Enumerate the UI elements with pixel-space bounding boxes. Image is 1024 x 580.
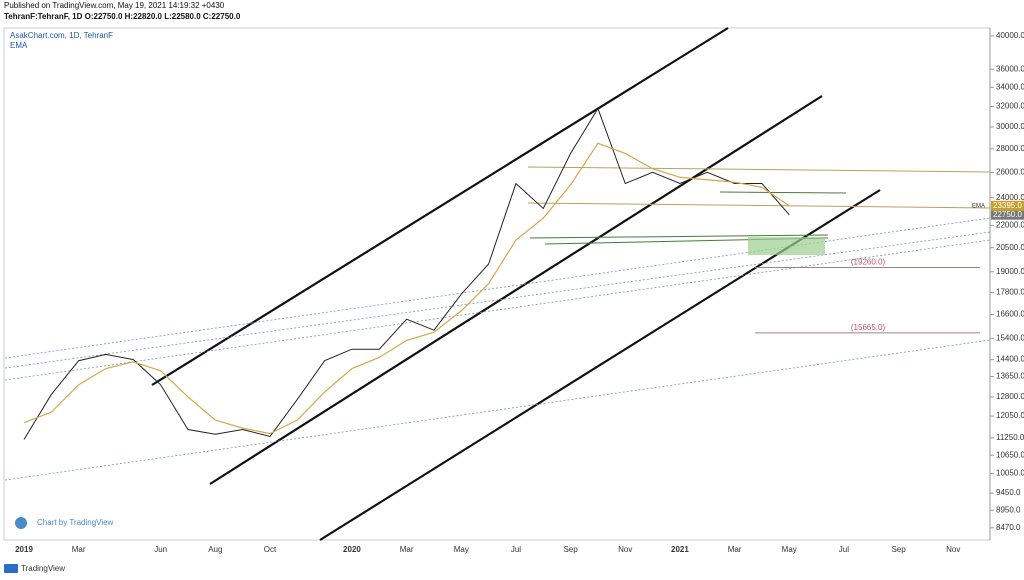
y-tick-label: 14400.0 xyxy=(996,355,1024,364)
y-tick-label: 28000.0 xyxy=(996,144,1024,153)
level-line xyxy=(527,166,991,173)
brand: TradingView xyxy=(21,564,65,573)
channel-line xyxy=(209,95,823,485)
tv-icon xyxy=(15,517,27,529)
zone xyxy=(748,237,825,255)
x-tick-label: Jul xyxy=(839,545,849,554)
ohlc: TehranF:TehranF, 1D O:22750.0 H:22820.0 … xyxy=(4,12,241,21)
y-tick-label: 20500.0 xyxy=(996,243,1024,252)
indicator-name: EMA xyxy=(10,41,28,50)
x-tick-label: Nov xyxy=(618,545,632,554)
chart-title: AsakChart.com, 1D, TehranF xyxy=(10,31,113,40)
price-tag xyxy=(991,200,1024,211)
y-tick-label: 8950.0 xyxy=(996,505,1021,514)
level-label: (15665.0) xyxy=(851,323,886,332)
y-tick-label: 24000.0 xyxy=(996,193,1024,202)
x-tick-label: Nov xyxy=(946,545,960,554)
trendline xyxy=(4,339,991,481)
x-tick-label: May xyxy=(782,545,797,554)
y-tick-label: 15400.0 xyxy=(996,333,1024,342)
levels-green xyxy=(527,166,991,245)
y-tick-label: 10050.0 xyxy=(996,469,1024,478)
y-tick-label: 34000.0 xyxy=(996,82,1024,91)
channel-line xyxy=(151,27,729,386)
price-tag-label: 23395.0 xyxy=(993,201,1022,210)
y-tick-label: 11250.0 xyxy=(996,433,1024,442)
x-tick-label: 2020 xyxy=(343,545,361,554)
y-tick-label: 8470.0 xyxy=(996,523,1021,532)
y-tick-label: 19000.0 xyxy=(996,267,1024,276)
y-tick-label: 9450.0 xyxy=(996,488,1021,497)
channel xyxy=(151,27,881,541)
level-label: (19260.0) xyxy=(851,258,886,267)
x-tick-label: Jun xyxy=(154,545,167,554)
price-tag-label: 22750.0 xyxy=(993,210,1022,219)
y-tick-label: 17800.0 xyxy=(996,288,1024,297)
trendlines xyxy=(4,217,991,481)
x-tick-label: Mar xyxy=(728,545,742,554)
y-tick-label: 16600.0 xyxy=(996,310,1024,319)
brand-logo xyxy=(4,564,18,573)
y-tick-label: 26000.0 xyxy=(996,167,1024,176)
x-tick-label: May xyxy=(454,545,469,554)
y-tick-label: 40000.0 xyxy=(996,31,1024,40)
x-tick-label: Oct xyxy=(264,545,277,554)
y-tick-label: 22000.0 xyxy=(996,220,1024,229)
level-line xyxy=(527,202,991,209)
y-tick-label: 12800.0 xyxy=(996,392,1024,401)
series-line xyxy=(23,142,790,435)
y-tick-label: 12050.0 xyxy=(996,411,1024,420)
y-tick-label: 10650.0 xyxy=(996,450,1024,459)
y-tick-label: 32000.0 xyxy=(996,102,1024,111)
series-line xyxy=(23,107,790,440)
trendline xyxy=(4,239,991,381)
plot-frame xyxy=(3,27,991,541)
level-line xyxy=(529,234,829,239)
x-tick-label: Sep xyxy=(891,545,906,554)
x-tick-label: Aug xyxy=(208,545,222,554)
level-line xyxy=(719,191,847,194)
x-tick-label: Sep xyxy=(563,545,578,554)
footer: Chart by TradingView xyxy=(37,518,114,527)
trendline xyxy=(4,231,991,369)
y-tick-label: 13650.0 xyxy=(996,372,1024,381)
x-tick-label: 2021 xyxy=(671,545,689,554)
x-tick-label: 2019 xyxy=(15,545,33,554)
published: Published on TradingView.com, May 19, 20… xyxy=(4,1,225,10)
price-tag xyxy=(991,209,1024,220)
y-tick-label: 36000.0 xyxy=(996,64,1024,73)
y-tick-label: 30000.0 xyxy=(996,122,1024,131)
trendline xyxy=(4,217,991,359)
x-tick-label: Mar xyxy=(72,545,86,554)
legend-label: EMA xyxy=(972,203,985,209)
x-tick-label: Mar xyxy=(400,545,414,554)
x-tick-label: Jul xyxy=(511,545,521,554)
